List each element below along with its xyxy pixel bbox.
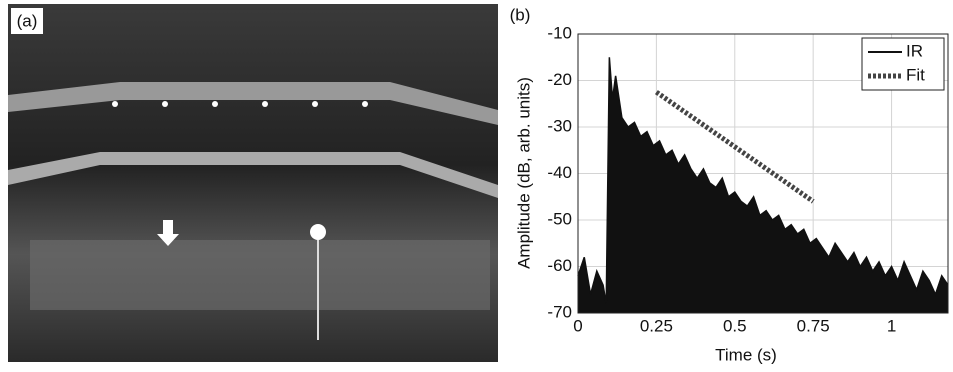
x-tick-label: 0 <box>573 316 582 335</box>
y-tick-label: -40 <box>547 163 572 182</box>
legend-box <box>861 37 945 91</box>
y-tick-label: -50 <box>547 209 572 228</box>
y-tick-label: -60 <box>547 256 572 275</box>
photo: (a) <box>8 4 498 362</box>
y-tick-label: -70 <box>547 302 572 321</box>
series-line <box>654 90 815 204</box>
x-tick-label: 0.75 <box>797 316 830 335</box>
y-tick-label: -30 <box>547 116 572 135</box>
x-tick-label: 1 <box>887 316 896 335</box>
series-line <box>577 57 949 304</box>
panel-label: (b) <box>510 5 531 24</box>
y-tick-label: -10 <box>547 23 572 42</box>
x-tick-label: 0.25 <box>640 316 673 335</box>
legend-label: IR <box>906 41 923 60</box>
y-tick-label: -20 <box>547 70 572 89</box>
x-tick-label: 0.5 <box>723 316 747 335</box>
panel-label: (a) <box>17 11 38 30</box>
x-axis-label: Time (s) <box>715 345 777 364</box>
plot-frame <box>577 33 949 314</box>
y-axis-label: Amplitude (dB, arb. units) <box>514 77 533 269</box>
ir-fill <box>578 57 948 313</box>
legend-label: Fit <box>906 65 925 84</box>
